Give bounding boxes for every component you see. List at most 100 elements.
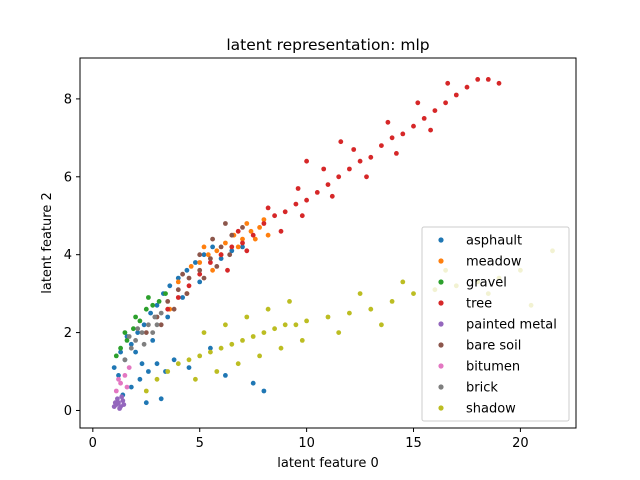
data-point bbox=[115, 396, 120, 402]
data-point bbox=[150, 330, 156, 335]
legend-frame bbox=[421, 226, 570, 422]
data-point bbox=[299, 213, 305, 219]
data-point bbox=[235, 228, 241, 234]
y-tick-label: 8 bbox=[64, 92, 72, 107]
data-point bbox=[139, 330, 145, 335]
data-point bbox=[143, 388, 149, 394]
data-point bbox=[357, 291, 363, 296]
data-point bbox=[146, 322, 151, 328]
data-point bbox=[389, 135, 395, 141]
data-point bbox=[121, 402, 127, 407]
legend-marker bbox=[438, 300, 444, 306]
data-point bbox=[148, 310, 154, 316]
data-point bbox=[180, 271, 186, 277]
data-point bbox=[210, 236, 216, 242]
data-point bbox=[278, 228, 284, 234]
data-point bbox=[235, 244, 241, 250]
data-point bbox=[133, 338, 139, 343]
data-point bbox=[175, 279, 181, 285]
data-point bbox=[197, 279, 203, 285]
data-point bbox=[141, 341, 147, 347]
data-point bbox=[428, 127, 433, 133]
data-point bbox=[188, 264, 194, 269]
x-tick-label: 5 bbox=[196, 436, 204, 451]
data-point bbox=[411, 123, 416, 129]
data-point bbox=[347, 310, 352, 316]
data-point bbox=[415, 100, 421, 106]
series-gravel bbox=[113, 291, 168, 359]
data-point bbox=[379, 322, 384, 328]
data-point bbox=[240, 225, 245, 230]
data-point bbox=[186, 365, 192, 370]
data-point bbox=[208, 260, 213, 265]
legend-label: meadow bbox=[466, 255, 522, 270]
data-point bbox=[244, 314, 250, 320]
data-point bbox=[210, 244, 216, 250]
data-point bbox=[133, 349, 139, 355]
data-point bbox=[128, 345, 134, 351]
data-point bbox=[368, 154, 374, 160]
data-point bbox=[165, 369, 171, 374]
data-point bbox=[299, 338, 305, 343]
data-point bbox=[400, 131, 406, 137]
data-point bbox=[325, 314, 331, 320]
data-point bbox=[261, 330, 267, 335]
data-point bbox=[227, 252, 233, 258]
data-point bbox=[167, 283, 173, 289]
data-point bbox=[197, 353, 203, 359]
data-point bbox=[158, 310, 164, 316]
data-point bbox=[223, 322, 228, 328]
legend-marker bbox=[438, 279, 444, 285]
data-point bbox=[124, 338, 130, 343]
data-point bbox=[257, 225, 262, 230]
data-point bbox=[193, 376, 198, 382]
data-point bbox=[218, 345, 224, 351]
legend-marker bbox=[438, 342, 444, 348]
data-point bbox=[126, 365, 132, 370]
data-point bbox=[128, 341, 134, 347]
data-point bbox=[293, 201, 299, 207]
data-point bbox=[257, 353, 262, 359]
data-point bbox=[411, 291, 416, 296]
data-point bbox=[165, 314, 171, 320]
y-tick-label: 0 bbox=[64, 404, 72, 419]
y-tick-label: 4 bbox=[64, 248, 72, 263]
data-point bbox=[208, 256, 213, 261]
data-point bbox=[163, 291, 168, 296]
data-point bbox=[171, 357, 177, 363]
data-point bbox=[152, 314, 158, 320]
data-point bbox=[325, 182, 331, 188]
data-point bbox=[150, 302, 156, 308]
data-point bbox=[223, 221, 228, 226]
data-point bbox=[218, 252, 224, 258]
data-point bbox=[261, 388, 267, 394]
data-point bbox=[272, 326, 277, 332]
series-brick bbox=[122, 310, 164, 363]
data-point bbox=[135, 326, 141, 332]
data-point bbox=[137, 376, 143, 382]
data-point bbox=[223, 373, 228, 378]
data-point bbox=[165, 306, 171, 312]
data-point bbox=[250, 380, 256, 386]
series-bare-soil bbox=[143, 221, 245, 335]
data-point bbox=[252, 236, 258, 242]
data-point bbox=[265, 306, 271, 312]
data-point bbox=[154, 376, 160, 382]
x-tick-label: 0 bbox=[89, 436, 97, 451]
data-point bbox=[184, 267, 190, 273]
data-point bbox=[338, 139, 344, 145]
data-point bbox=[113, 388, 119, 394]
data-point bbox=[240, 338, 245, 343]
data-point bbox=[201, 275, 207, 281]
data-point bbox=[400, 279, 406, 285]
data-point bbox=[154, 361, 160, 367]
data-point bbox=[475, 77, 481, 82]
legend-label: asphault bbox=[466, 234, 522, 249]
data-point bbox=[464, 84, 470, 90]
data-point bbox=[154, 302, 160, 308]
data-point bbox=[197, 260, 203, 265]
x-tick-label: 10 bbox=[298, 436, 315, 451]
legend-marker bbox=[438, 405, 444, 411]
data-point bbox=[240, 236, 245, 242]
data-point bbox=[122, 357, 128, 363]
